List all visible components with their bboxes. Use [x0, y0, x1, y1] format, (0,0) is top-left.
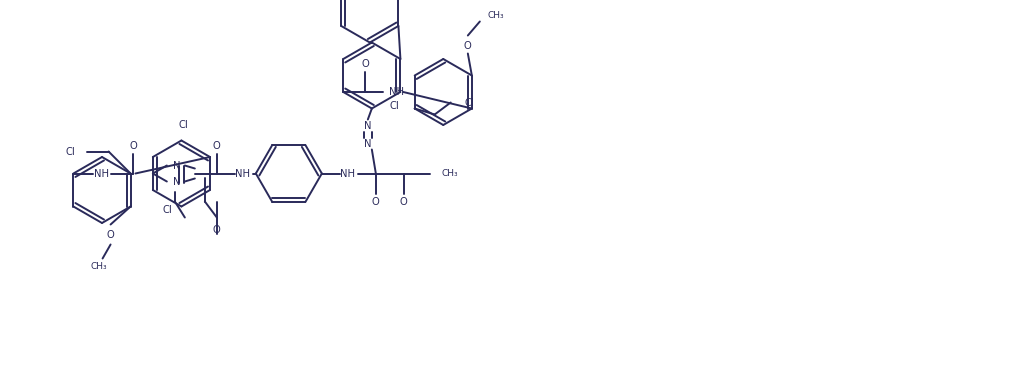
Text: NH: NH	[341, 169, 355, 179]
Text: N: N	[173, 176, 180, 186]
Text: O: O	[107, 230, 114, 240]
Text: CH₃: CH₃	[441, 169, 459, 178]
Text: Cl: Cl	[179, 119, 188, 129]
Text: O: O	[213, 141, 220, 151]
Text: NH: NH	[389, 87, 404, 97]
Text: CH₃: CH₃	[91, 262, 107, 271]
Text: O: O	[213, 224, 220, 234]
Text: NH: NH	[94, 169, 109, 179]
Text: N: N	[364, 121, 371, 131]
Text: Cl: Cl	[390, 101, 399, 111]
Text: O: O	[371, 196, 380, 206]
Text: Cl: Cl	[465, 97, 474, 108]
Text: N: N	[364, 138, 371, 148]
Text: Cl: Cl	[163, 205, 173, 215]
Text: O: O	[400, 196, 407, 206]
Text: Cl: Cl	[66, 147, 75, 157]
Text: CH₃: CH₃	[488, 11, 504, 20]
Text: O: O	[464, 41, 471, 51]
Text: O: O	[130, 141, 137, 151]
Text: NH: NH	[236, 169, 250, 179]
Text: O: O	[361, 59, 369, 69]
Text: N: N	[173, 160, 180, 170]
